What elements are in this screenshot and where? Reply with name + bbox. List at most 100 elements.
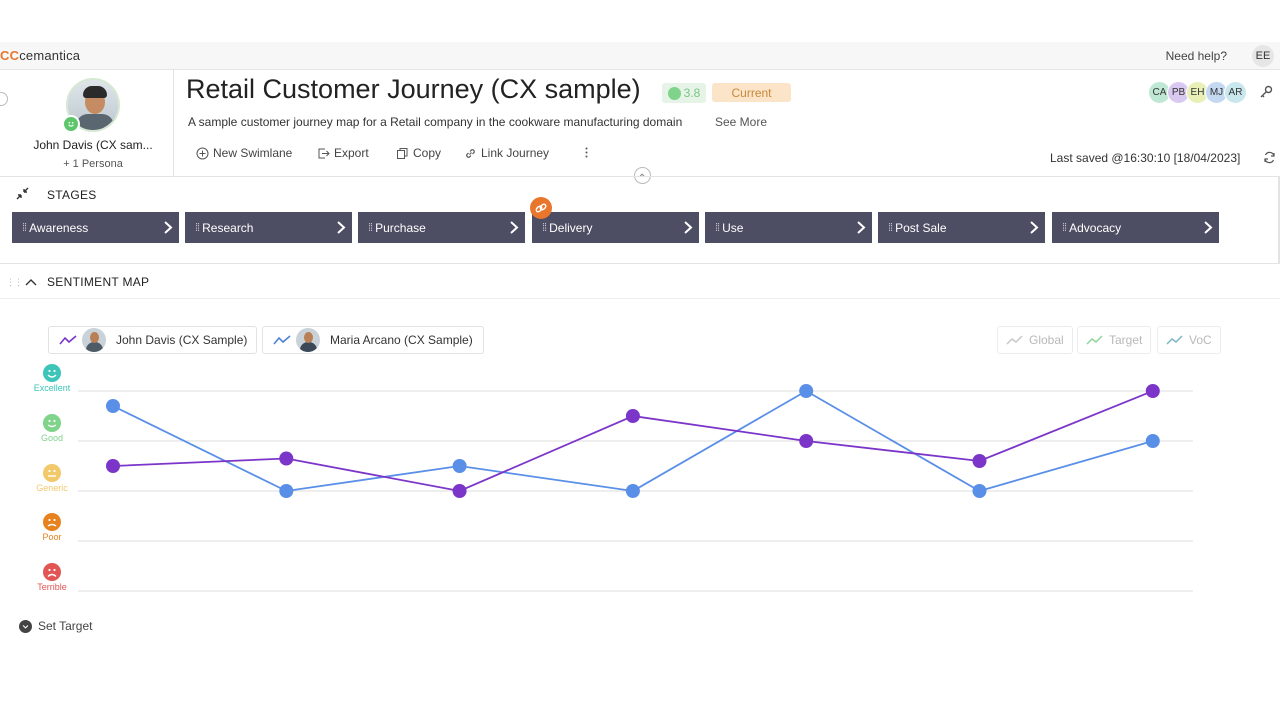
plus-circle-icon <box>196 147 209 159</box>
data-point[interactable] <box>625 484 640 498</box>
stage-purchase[interactable]: ⁞⁞ Purchase <box>358 212 525 243</box>
drag-handle-icon[interactable]: ⁞⁞ <box>542 221 547 234</box>
stage-awareness[interactable]: ⁞⁞ Awareness <box>12 212 179 243</box>
drag-handle-icon[interactable]: ⁞⁞ <box>1062 221 1067 234</box>
smile-icon <box>667 86 681 100</box>
drag-handle-icon[interactable]: ⁞⁞ <box>888 221 893 234</box>
trend-line-icon <box>1086 334 1103 345</box>
data-point[interactable] <box>1145 434 1160 448</box>
persona-legend-maria[interactable]: Maria Arcano (CX Sample) <box>262 326 484 354</box>
chevron-up-icon <box>639 173 646 178</box>
chevron-right-icon[interactable] <box>509 220 519 235</box>
chevron-right-icon[interactable] <box>1203 220 1213 235</box>
data-point[interactable] <box>452 484 467 498</box>
stage-label: Use <box>722 220 744 235</box>
chevron-right-icon[interactable] <box>336 220 346 235</box>
persona-legend-label: Maria Arcano (CX Sample) <box>330 333 473 347</box>
stage-label: Advocacy <box>1069 220 1122 235</box>
persona-sentiment-icon <box>62 115 80 133</box>
filter-target[interactable]: Target <box>1077 326 1152 354</box>
chevron-right-icon[interactable] <box>1029 220 1039 235</box>
data-point[interactable] <box>452 459 467 473</box>
persona-avatar <box>82 328 106 352</box>
chevron-down-icon <box>19 619 32 633</box>
sentiment-level-poor: Poor <box>26 513 78 542</box>
last-saved-status: Last saved @16:30:10 [18/04/2023] <box>1050 151 1241 165</box>
data-point[interactable] <box>799 384 814 398</box>
link-marker-icon[interactable] <box>530 197 552 219</box>
app-logo[interactable]: CCcemantica <box>0 48 80 63</box>
score-value: 3.8 <box>683 86 701 100</box>
sentiment-level-terrible: Terrible <box>26 563 78 592</box>
drag-handle-icon[interactable]: ⁞⁞ <box>368 221 373 234</box>
data-point[interactable] <box>279 451 294 466</box>
help-link[interactable]: Need help? <box>1165 49 1227 63</box>
excellent-face-icon <box>43 364 61 382</box>
refresh-icon[interactable] <box>1263 151 1276 164</box>
drag-handle-icon[interactable]: ⁞⁞ <box>715 221 720 234</box>
data-point[interactable] <box>1145 384 1160 398</box>
drag-handle-icon[interactable]: ⋮⋮ <box>6 277 23 287</box>
collaborator-avatar[interactable]: AR <box>1224 81 1247 104</box>
filter-voc[interactable]: VoC <box>1157 326 1221 354</box>
stage-advocacy[interactable]: ⁞⁞ Advocacy <box>1052 212 1219 243</box>
stage-delivery[interactable]: ⁞⁞ Delivery <box>532 212 699 243</box>
drag-handle-icon[interactable]: ⁞⁞ <box>22 221 27 234</box>
chevron-up-icon[interactable] <box>25 277 37 287</box>
logo-text: cemantica <box>19 48 81 63</box>
data-point[interactable] <box>972 484 987 498</box>
data-point[interactable] <box>799 434 814 448</box>
terrible-face-icon <box>43 563 61 581</box>
drag-handle-icon[interactable]: ⁞⁞ <box>195 221 200 234</box>
link-journey-label: Link Journey <box>481 146 550 160</box>
link-icon <box>466 148 475 158</box>
persona-count[interactable]: + 1 Persona <box>63 158 123 170</box>
filter-global[interactable]: Global <box>997 326 1073 354</box>
stage-research[interactable]: ⁞⁞ Research <box>185 212 352 243</box>
sentiment-header: ⋮⋮ SENTIMENT MAP <box>0 265 1280 299</box>
key-icon[interactable] <box>1259 85 1273 99</box>
link-journey-button[interactable]: Link Journey <box>464 146 549 160</box>
persona-name[interactable]: John Davis (CX sam... <box>33 138 153 152</box>
data-point[interactable] <box>106 399 120 413</box>
sentiment-level-good: Good <box>26 414 78 443</box>
filter-label: Target <box>1109 333 1143 347</box>
data-point[interactable] <box>106 459 120 473</box>
data-point[interactable] <box>625 409 640 423</box>
chevron-right-icon[interactable] <box>856 220 866 235</box>
status-badge[interactable]: Current <box>712 83 791 102</box>
persona-avatar <box>296 328 320 352</box>
poor-face-icon <box>43 513 61 531</box>
export-button[interactable]: Export <box>317 146 369 160</box>
sentiment-level-label: Excellent <box>33 383 71 393</box>
copy-button[interactable]: Copy <box>396 146 441 160</box>
chevron-right-icon[interactable] <box>683 220 693 235</box>
more-options-button[interactable] <box>580 146 593 159</box>
data-point[interactable] <box>972 454 987 468</box>
sentiment-level-excellent: Excellent <box>26 364 78 393</box>
new-swimlane-button[interactable]: New Swimlane <box>196 146 292 160</box>
set-target-toggle[interactable]: Set Target <box>19 619 92 633</box>
stage-label: Research <box>202 220 254 235</box>
sentiment-level-label: Poor <box>42 532 62 542</box>
persona-legend-john[interactable]: John Davis (CX Sample) <box>48 326 257 354</box>
trend-line-icon <box>59 335 77 345</box>
stage-use[interactable]: ⁞⁞ Use <box>705 212 872 243</box>
set-target-label: Set Target <box>38 619 93 633</box>
journey-description: A sample customer journey map for a Reta… <box>188 115 683 129</box>
trend-line-icon <box>1166 334 1183 345</box>
collapse-arrows-icon[interactable] <box>16 187 29 200</box>
journey-title[interactable]: Retail Customer Journey (CX sample) <box>186 74 641 104</box>
export-label: Export <box>334 146 369 160</box>
header-collapse-toggle[interactable] <box>634 167 651 184</box>
see-more-link[interactable]: See More <box>715 115 768 129</box>
collapse-panel-toggle[interactable] <box>0 92 8 106</box>
user-avatar[interactable]: EE <box>1252 45 1274 67</box>
stage-label: Delivery <box>549 220 593 235</box>
stage-post-sale[interactable]: ⁞⁞ Post Sale <box>878 212 1045 243</box>
stage-label: Awareness <box>29 220 89 235</box>
export-icon <box>318 148 330 158</box>
chevron-right-icon[interactable] <box>163 220 173 235</box>
stage-label: Post Sale <box>895 220 947 235</box>
data-point[interactable] <box>279 484 294 498</box>
